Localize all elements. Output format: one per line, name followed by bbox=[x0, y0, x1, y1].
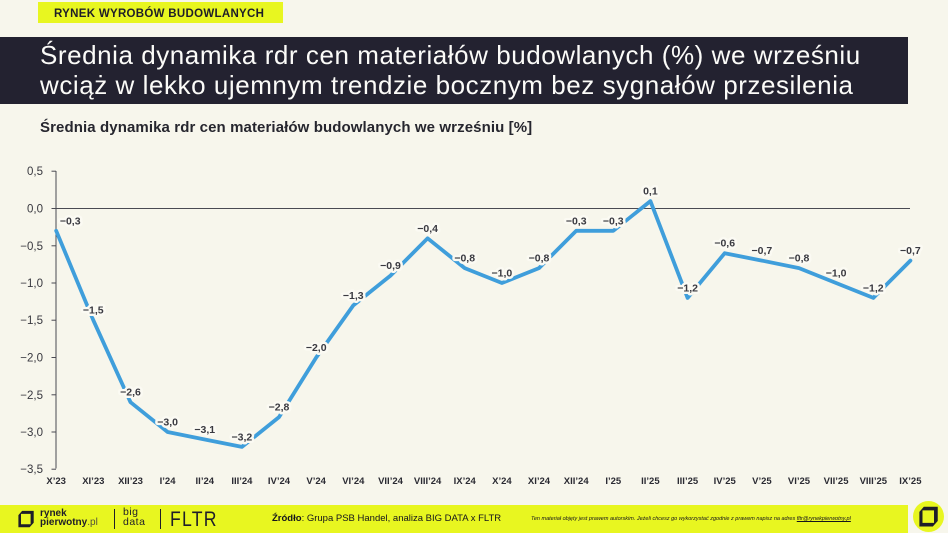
svg-text:I’24: I’24 bbox=[160, 476, 177, 487]
svg-text:−3,1: −3,1 bbox=[194, 424, 215, 436]
svg-text:I’25: I’25 bbox=[605, 476, 622, 487]
svg-text:−0,3: −0,3 bbox=[60, 215, 81, 227]
svg-text:X’23: X’23 bbox=[46, 476, 66, 487]
svg-text:−2,8: −2,8 bbox=[269, 402, 290, 414]
svg-text:−0,8: −0,8 bbox=[454, 253, 475, 265]
svg-text:−1,2: −1,2 bbox=[677, 282, 698, 294]
svg-text:−0,9: −0,9 bbox=[380, 260, 401, 272]
svg-text:V’25: V’25 bbox=[752, 476, 772, 487]
svg-text:II’24: II’24 bbox=[196, 476, 215, 487]
svg-text:0,0: 0,0 bbox=[27, 204, 43, 216]
svg-text:IV’25: IV’25 bbox=[714, 476, 737, 487]
svg-text:−1,2: −1,2 bbox=[863, 282, 884, 294]
svg-text:−0,8: −0,8 bbox=[789, 253, 810, 265]
svg-text:−1,0: −1,0 bbox=[826, 268, 847, 280]
svg-text:VI’24: VI’24 bbox=[342, 476, 365, 487]
svg-text:VII’24: VII’24 bbox=[378, 476, 404, 487]
svg-text:−1,0: −1,0 bbox=[20, 278, 43, 290]
svg-text:−2,0: −2,0 bbox=[20, 353, 43, 365]
svg-text:−0,6: −0,6 bbox=[714, 238, 735, 250]
svg-text:−3,0: −3,0 bbox=[20, 427, 43, 439]
svg-text:−2,0: −2,0 bbox=[306, 342, 327, 354]
svg-text:XI’23: XI’23 bbox=[82, 476, 104, 487]
svg-text:−0,7: −0,7 bbox=[752, 245, 773, 257]
svg-text:XII’23: XII’23 bbox=[118, 476, 143, 487]
svg-text:IV’24: IV’24 bbox=[268, 476, 291, 487]
svg-text:−0,7: −0,7 bbox=[900, 245, 921, 257]
svg-text:VI’25: VI’25 bbox=[788, 476, 811, 487]
svg-text:II’25: II’25 bbox=[641, 476, 660, 487]
svg-text:−0,4: −0,4 bbox=[417, 223, 438, 235]
svg-text:−2,5: −2,5 bbox=[20, 390, 43, 402]
svg-text:III’25: III’25 bbox=[677, 476, 699, 487]
svg-text:−2,6: −2,6 bbox=[120, 387, 141, 399]
svg-text:0,1: 0,1 bbox=[643, 186, 658, 198]
svg-text:−0,3: −0,3 bbox=[603, 215, 624, 227]
svg-text:XI’24: XI’24 bbox=[528, 476, 551, 487]
svg-text:VIII’24: VIII’24 bbox=[414, 476, 442, 487]
svg-text:−0,8: −0,8 bbox=[529, 253, 550, 265]
svg-text:−1,5: −1,5 bbox=[83, 305, 104, 317]
svg-text:III’24: III’24 bbox=[231, 476, 253, 487]
svg-text:−3,0: −3,0 bbox=[157, 417, 178, 429]
svg-text:−1,5: −1,5 bbox=[20, 315, 43, 327]
svg-text:−0,5: −0,5 bbox=[20, 241, 43, 253]
svg-text:0,5: 0,5 bbox=[27, 166, 43, 178]
svg-text:XII’24: XII’24 bbox=[564, 476, 590, 487]
svg-text:X’24: X’24 bbox=[492, 476, 512, 487]
svg-text:−1,3: −1,3 bbox=[343, 290, 364, 302]
svg-text:−1,0: −1,0 bbox=[492, 268, 513, 280]
svg-text:−3,5: −3,5 bbox=[20, 464, 43, 476]
svg-text:−0,3: −0,3 bbox=[566, 215, 587, 227]
svg-text:IX’25: IX’25 bbox=[899, 476, 922, 487]
svg-text:IX’24: IX’24 bbox=[454, 476, 477, 487]
svg-text:VIII’25: VIII’25 bbox=[860, 476, 888, 487]
svg-text:V’24: V’24 bbox=[306, 476, 326, 487]
svg-text:VII’25: VII’25 bbox=[824, 476, 850, 487]
svg-text:−3,2: −3,2 bbox=[232, 431, 253, 443]
